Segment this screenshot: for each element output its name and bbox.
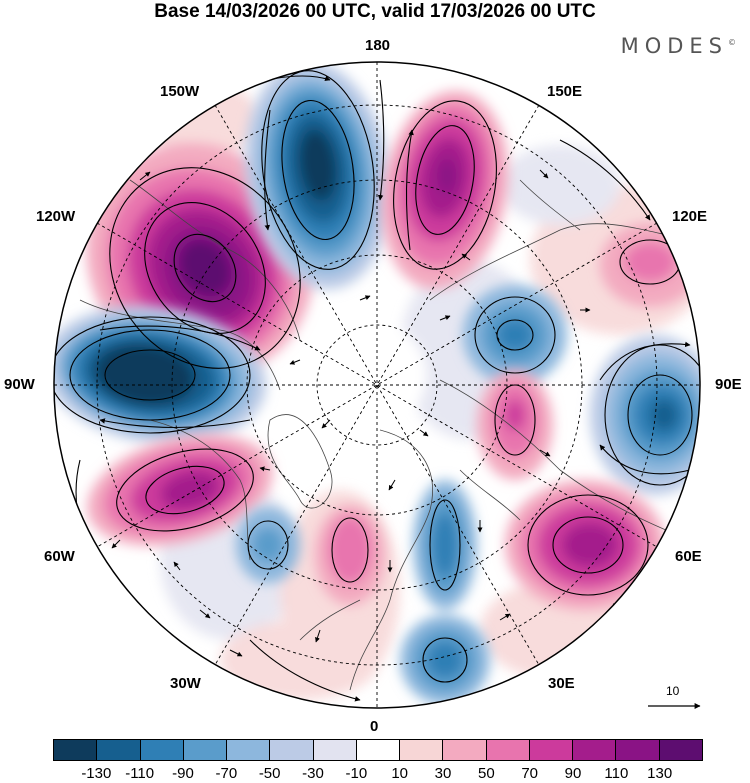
- colorbar-tick-label: -10: [345, 765, 368, 782]
- lon-label-90e: 90E: [715, 376, 742, 393]
- brand-mark: ©: [728, 38, 736, 47]
- colorbar: [53, 739, 703, 761]
- colorbar-swatch: [97, 740, 141, 760]
- colorbar-swatch: [54, 740, 98, 760]
- brand-text: MODES: [620, 34, 728, 58]
- colorbar-tick-label: 10: [391, 765, 408, 782]
- colorbar-swatch: [227, 740, 271, 760]
- reference-vector-label: 10: [666, 684, 680, 698]
- colorbar-swatch: [529, 740, 574, 760]
- colorbar-swatch: [140, 740, 184, 760]
- lon-label-180: 180: [365, 37, 391, 54]
- lon-label-30e: 30E: [548, 675, 575, 692]
- colorbar-tick-label: -50: [258, 765, 281, 782]
- brand-logo: MODES©: [621, 34, 736, 58]
- lon-label-120w: 120W: [36, 208, 76, 225]
- colorbar-tick-label: 50: [477, 765, 495, 782]
- colorbar-swatch: [443, 740, 487, 760]
- colorbar-swatch: [400, 740, 444, 760]
- colorbar-tick-label: -70: [215, 765, 238, 782]
- colorbar-tick-label: -90: [172, 765, 194, 782]
- graticule: [54, 62, 700, 708]
- colorbar-tick-label: 30: [434, 765, 452, 782]
- colorbar-tick-label: -110: [125, 765, 155, 782]
- lon-label-120e: 120E: [672, 208, 708, 225]
- lon-label-30w: 30W: [170, 675, 201, 692]
- colorbar-tick-label: -130: [81, 765, 112, 782]
- colorbar-swatch: [659, 740, 702, 760]
- colorbar-tick-label: 90: [564, 765, 582, 782]
- lon-label-150w: 150W: [160, 83, 200, 100]
- colorbar-swatch: [183, 740, 228, 760]
- colorbar-swatch: [486, 740, 530, 760]
- lon-label-90w: 90W: [4, 376, 35, 393]
- colorbar-tick-label: -30: [302, 765, 324, 782]
- lon-label-0: 0: [370, 718, 379, 735]
- colorbar-tick-label: 110: [604, 765, 629, 782]
- colorbar-tick-label: 130: [647, 765, 673, 782]
- lon-label-150e: 150E: [547, 83, 583, 100]
- colorbar-tick-label: 70: [521, 765, 538, 782]
- anomaly-field: [54, 62, 700, 708]
- colorbar-swatch: [616, 740, 660, 760]
- lon-label-60w: 60W: [44, 548, 75, 565]
- colorbar-swatch: [356, 740, 401, 760]
- lon-label-60e: 60E: [675, 548, 702, 565]
- colorbar-swatch: [573, 740, 617, 760]
- map-title: Base 14/03/2026 00 UTC, valid 17/03/2026…: [154, 1, 596, 22]
- colorbar-swatch: [313, 740, 357, 760]
- map-border: [53, 61, 701, 709]
- colorbar-swatch: [270, 740, 314, 760]
